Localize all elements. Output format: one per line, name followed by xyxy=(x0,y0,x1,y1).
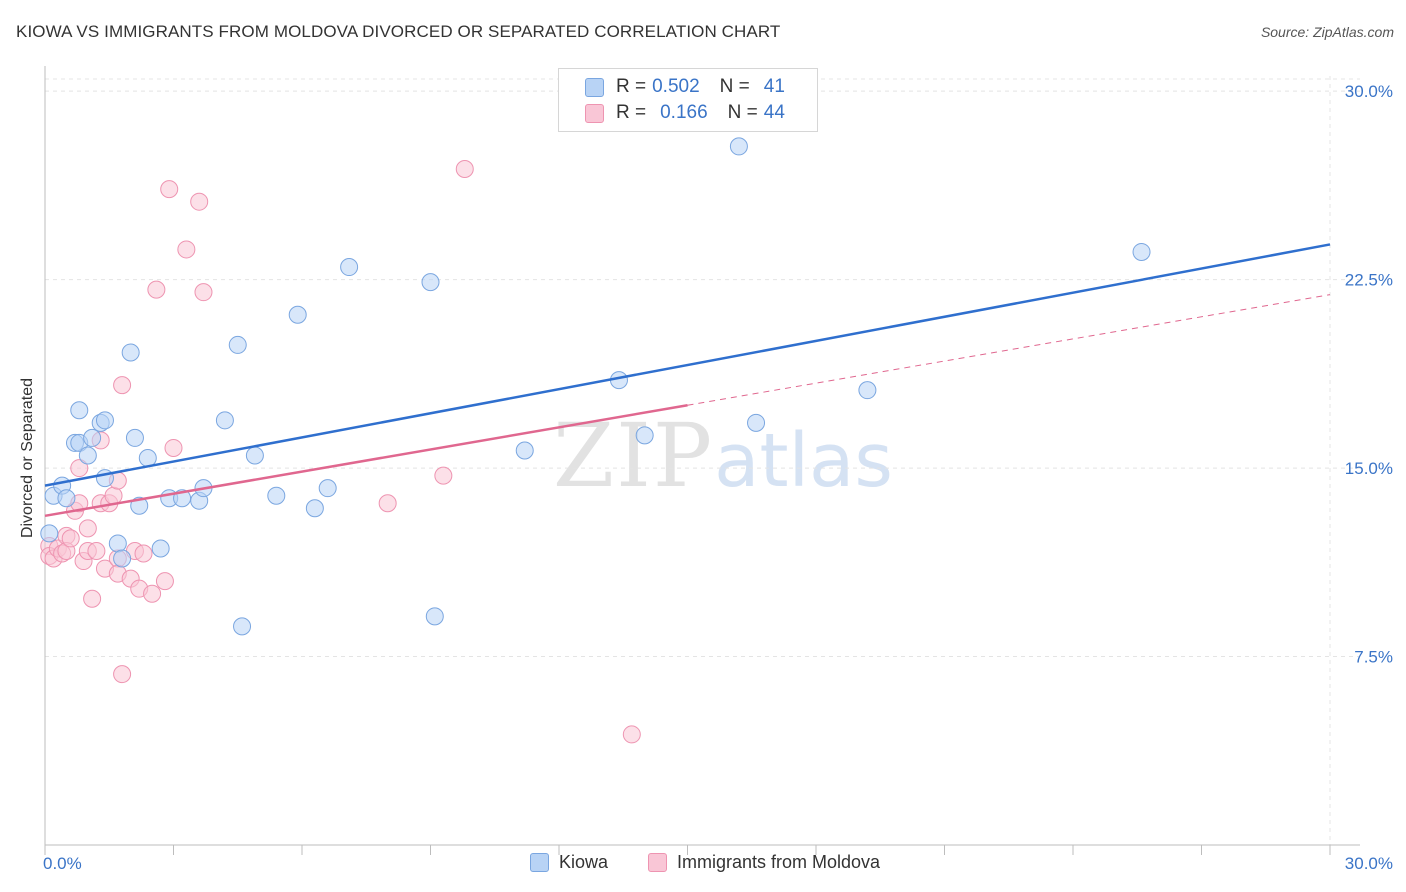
moldova-r-label: R = xyxy=(616,102,647,123)
moldova-point xyxy=(61,529,80,548)
chart-title: KIOWA VS IMMIGRANTS FROM MOLDOVA DIVORCE… xyxy=(16,22,781,41)
bottom-legend-kiowa: Kiowa xyxy=(530,852,608,873)
watermark-zip: ZIP xyxy=(553,404,715,507)
moldova-point xyxy=(70,459,89,478)
y-tick-label: 30.0% xyxy=(1345,82,1393,101)
moldova-n-label: N = xyxy=(727,102,758,123)
x-tick-label: 0.0% xyxy=(43,854,82,873)
stats-legend: R = 0.502 N = 41 R = 0.166 N = 44 xyxy=(558,68,818,132)
kiowa-point xyxy=(318,479,337,498)
moldova-legend-label: Immigrants from Moldova xyxy=(677,852,881,872)
moldova-point xyxy=(164,438,183,457)
legend-row-kiowa: R = 0.502 N = 41 xyxy=(585,74,785,100)
kiowa-legend-swatch xyxy=(530,853,549,872)
moldova-n-value: 44 xyxy=(763,102,785,123)
kiowa-point xyxy=(228,335,247,354)
moldova-point xyxy=(160,180,179,199)
y-tick-label: 15.0% xyxy=(1345,459,1393,478)
moldova-swatch xyxy=(585,103,604,123)
kiowa-point xyxy=(70,401,89,420)
kiowa-point xyxy=(233,617,252,636)
moldova-point xyxy=(113,376,132,395)
kiowa-trend-line xyxy=(44,243,1331,487)
kiowa-point xyxy=(151,539,170,558)
moldova-point xyxy=(147,280,166,299)
kiowa-point xyxy=(267,486,286,505)
kiowa-point xyxy=(215,411,234,430)
moldova-point xyxy=(83,589,102,608)
moldova-point xyxy=(622,725,641,744)
kiowa-point xyxy=(78,446,97,465)
kiowa-point xyxy=(108,534,127,553)
kiowa-point xyxy=(288,305,307,324)
kiowa-point xyxy=(340,258,359,277)
moldova-r-value: 0.166 xyxy=(660,102,708,123)
kiowa-point xyxy=(421,273,440,292)
y-tick-label: 22.5% xyxy=(1345,271,1393,290)
kiowa-point xyxy=(95,411,114,430)
moldova-point xyxy=(78,519,97,538)
moldova-point xyxy=(434,466,453,485)
kiowa-point xyxy=(57,489,76,508)
kiowa-point xyxy=(515,441,534,460)
moldova-point xyxy=(190,192,209,211)
kiowa-legend-label: Kiowa xyxy=(559,852,609,872)
moldova-point xyxy=(194,283,213,302)
kiowa-r-value: 0.502 xyxy=(652,76,700,97)
moldova-point xyxy=(87,541,106,560)
kiowa-point xyxy=(635,426,654,445)
moldova-point xyxy=(378,494,397,513)
kiowa-point xyxy=(125,428,144,447)
y-axis-label: Divorced or Separated xyxy=(19,377,36,539)
moldova-point xyxy=(177,240,196,259)
kiowa-point xyxy=(729,137,748,156)
moldova-point xyxy=(134,544,153,563)
x-tick-label: 30.0% xyxy=(1345,854,1393,873)
kiowa-point xyxy=(40,524,59,543)
moldova-trend-line xyxy=(44,404,688,518)
kiowa-point xyxy=(138,449,157,468)
kiowa-point xyxy=(113,549,132,568)
bottom-legend-moldova: Immigrants from Moldova xyxy=(648,852,880,873)
kiowa-swatch xyxy=(585,77,604,97)
legend-row-moldova: R = 0.166 N = 44 xyxy=(585,100,785,126)
moldova-trend-extension xyxy=(687,294,1331,406)
kiowa-point xyxy=(858,381,877,400)
kiowa-point xyxy=(121,343,140,362)
source-label: Source: ZipAtlas.com xyxy=(1260,24,1394,40)
kiowa-r-label: R = xyxy=(616,76,647,97)
kiowa-point xyxy=(425,607,444,626)
moldova-point xyxy=(455,160,474,179)
moldova-legend-swatch xyxy=(648,853,667,872)
kiowa-n-value: 41 xyxy=(763,76,785,97)
y-tick-label: 7.5% xyxy=(1354,648,1393,667)
kiowa-point xyxy=(83,428,102,447)
moldova-point xyxy=(155,572,174,591)
kiowa-point xyxy=(747,413,766,432)
moldova-point xyxy=(113,665,132,684)
watermark: ZIPatlas xyxy=(553,404,893,507)
kiowa-point xyxy=(1132,242,1151,261)
watermark-atlas: atlas xyxy=(714,418,893,504)
moldova-point xyxy=(143,584,162,603)
kiowa-point xyxy=(245,446,264,465)
kiowa-n-label: N = xyxy=(719,76,750,97)
moldova-point xyxy=(104,486,123,505)
kiowa-point xyxy=(305,499,324,518)
